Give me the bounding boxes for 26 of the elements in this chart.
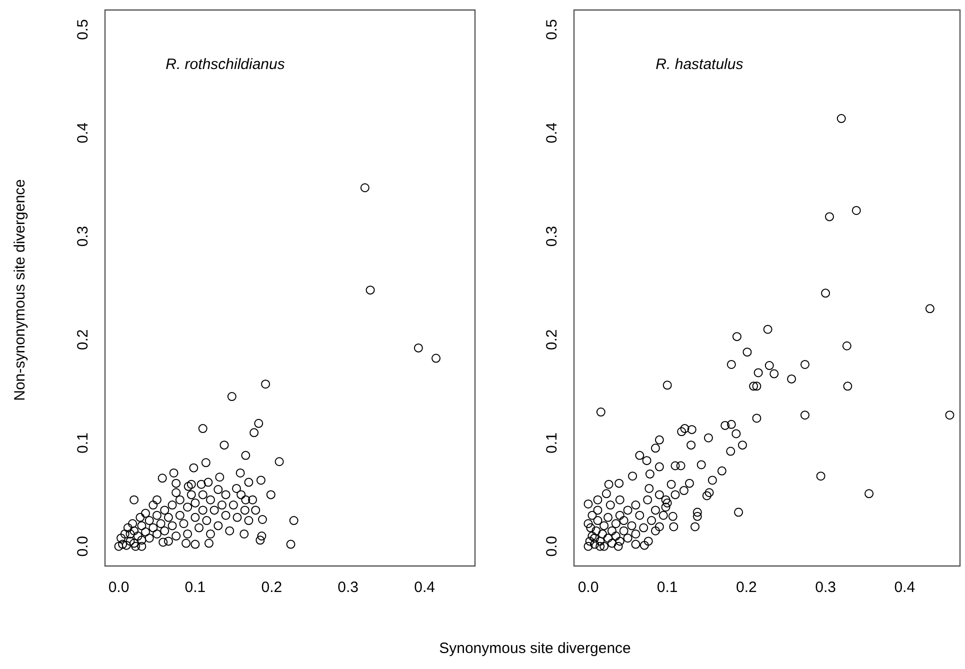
y-tick-label: 0.0: [74, 536, 92, 557]
x-tick-label: 0.2: [736, 579, 757, 596]
y-tick-label: 0.5: [74, 19, 92, 40]
y-tick-label: 0.4: [74, 122, 92, 144]
text: R. hastatulus: [656, 56, 744, 74]
y-tick-label: 0.1: [544, 432, 561, 454]
y-tick-label: 0.3: [74, 226, 92, 247]
x-tick-label: 0.4: [894, 579, 916, 596]
y-tick-label: 0.1: [74, 432, 92, 454]
x-axis-title: Synonymous site divergence: [439, 640, 631, 657]
y-tick-label: 0.2: [74, 329, 92, 350]
y-tick-label: 0.0: [544, 536, 561, 557]
x-tick-label: 0.0: [108, 579, 130, 596]
y-tick-label: 0.5: [544, 19, 561, 40]
x-tick-label: 0.1: [656, 579, 678, 596]
x-tick-label: 0.3: [815, 579, 836, 596]
y-tick-label: 0.2: [544, 329, 561, 350]
text: R. rothschildianus: [166, 56, 286, 74]
x-tick-label: 0.4: [414, 579, 435, 596]
x-tick-label: 0.0: [578, 579, 599, 596]
x-tick-label: 0.1: [184, 579, 206, 596]
x-tick-label: 0.3: [338, 579, 359, 596]
y-axis-title: Non-synonymous site divergence: [12, 179, 28, 401]
y-tick-label: 0.4: [544, 122, 561, 144]
y-tick-label: 0.3: [544, 226, 561, 247]
x-tick-label: 0.2: [261, 579, 282, 596]
